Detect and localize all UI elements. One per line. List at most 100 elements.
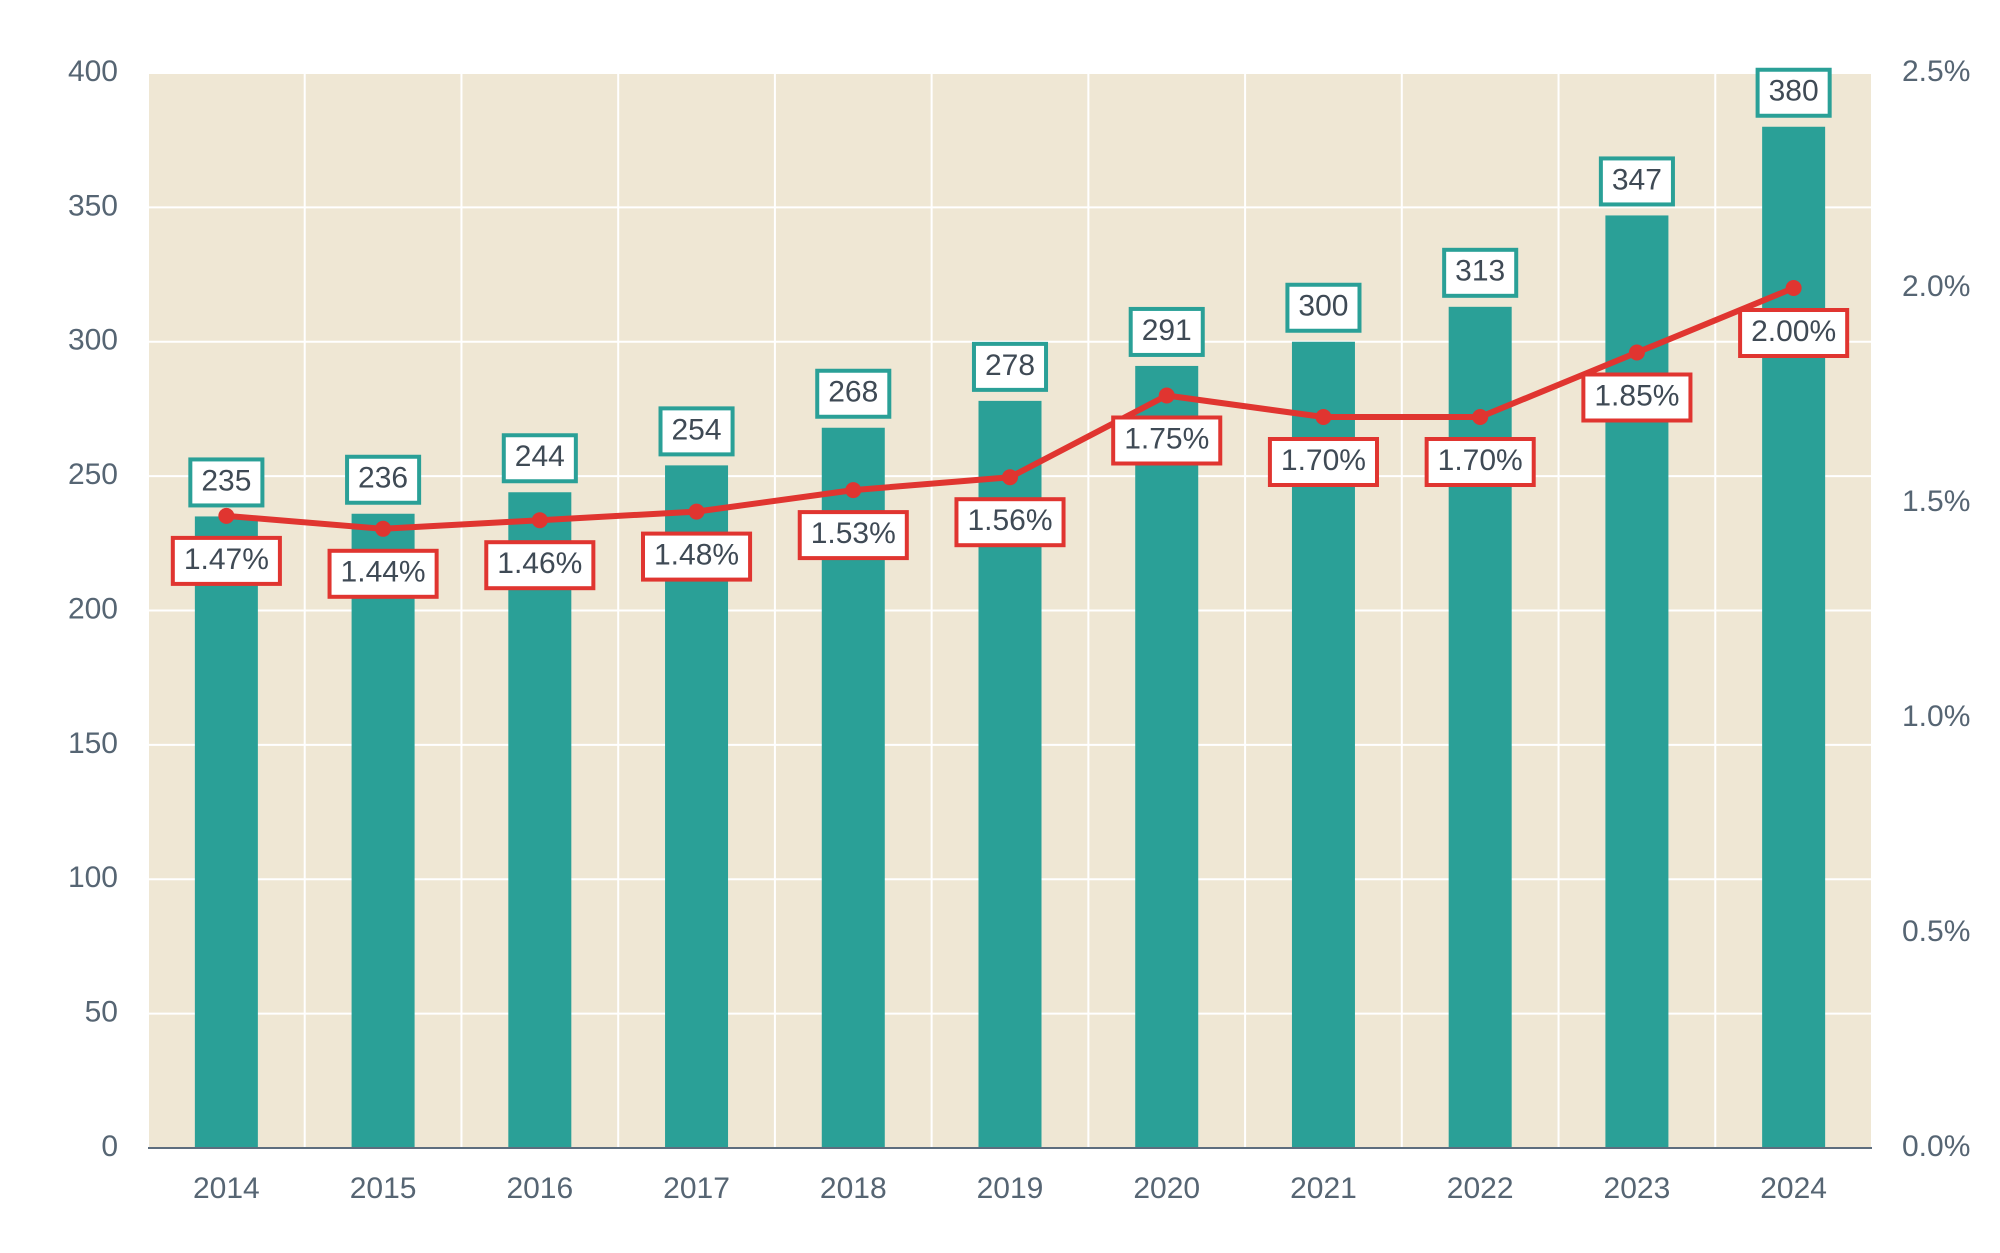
axes: 0 50 100 150 200 250 300 350 400 0.0% 0.5% 1.0% 1.5%… <box>68 55 1970 1205</box>
line-value-text: 1.70% <box>1438 444 1523 477</box>
bar-value-label: 300 <box>1285 282 1362 333</box>
x-axis-tick-label: 2018 <box>820 1172 887 1205</box>
bar-value-label: 236 <box>345 454 422 505</box>
line-value-box <box>1424 437 1536 487</box>
x-axis-tick-label: 2022 <box>1447 1172 1514 1205</box>
bar-value-box <box>345 454 422 505</box>
line-value-text: 1.44% <box>341 556 426 589</box>
x-axis-tick-label: 2016 <box>506 1172 573 1205</box>
line-point <box>1628 344 1645 361</box>
bar-value-text: 268 <box>828 376 878 409</box>
bar <box>1135 365 1199 1148</box>
line-point <box>845 482 862 499</box>
line-point <box>218 507 235 524</box>
bar-value-box <box>1755 67 1832 118</box>
y-axis-tick-label: 400 <box>68 55 118 88</box>
line-point <box>1472 409 1489 425</box>
line-point <box>1158 387 1175 404</box>
x-axis-tick-label: 2014 <box>193 1172 260 1205</box>
line-value-box <box>327 548 439 599</box>
line-value-box <box>1267 437 1379 487</box>
line-value-text: 1.47% <box>184 543 269 576</box>
x-axis-tick-label: 2024 <box>1760 1172 1827 1205</box>
bar-value-label: 235 <box>188 457 265 508</box>
y2-axis-tick-label: 1.5% <box>1902 485 1970 518</box>
line-value-box <box>1738 308 1850 358</box>
line-value-box <box>641 531 753 582</box>
x-axis-tick-label: 2020 <box>1133 1172 1200 1205</box>
line-value-text: 1.53% <box>811 517 896 550</box>
bar-value-box <box>1128 306 1205 357</box>
bar-series <box>194 126 1826 1148</box>
line-value-box <box>170 535 282 586</box>
line-point <box>375 520 392 537</box>
bar-value-label: 268 <box>815 368 892 419</box>
bar <box>1605 215 1669 1148</box>
line-value-label: 1.53% <box>797 510 909 561</box>
line-point <box>1315 409 1332 425</box>
bar <box>1448 306 1512 1148</box>
y-axis-tick-label: 350 <box>68 189 118 222</box>
bar-value-text: 291 <box>1142 314 1192 347</box>
line-value-label: 1.85% <box>1581 372 1693 423</box>
line-value-box <box>797 510 909 561</box>
bar-value-box <box>1285 282 1362 333</box>
bar-value-box <box>188 457 265 508</box>
line-value-label: 1.70% <box>1267 437 1379 487</box>
line-value-label: 1.75% <box>1111 415 1223 466</box>
y-axis-tick-label: 100 <box>68 861 118 894</box>
bar-value-text: 313 <box>1455 255 1505 288</box>
y2-axis-tick-label: 0.5% <box>1902 915 1970 948</box>
x-axis-tick-label: 2023 <box>1604 1172 1671 1205</box>
line-value-label: 1.44% <box>327 548 439 599</box>
bar-value-text: 244 <box>515 440 565 473</box>
line-value-label: 1.56% <box>954 497 1066 548</box>
bar <box>351 513 415 1148</box>
x-axis-tick-label: 2017 <box>663 1172 730 1205</box>
bar-value-text: 278 <box>985 349 1035 382</box>
bar-value-box <box>658 406 735 457</box>
bar-value-label: 278 <box>971 341 1049 392</box>
line-value-text: 1.48% <box>654 539 739 572</box>
y-axis-tick-label: 50 <box>85 996 118 1029</box>
bar-value-text: 380 <box>1769 75 1819 108</box>
bar-value-text: 300 <box>1298 290 1348 323</box>
bar-value-label: 313 <box>1442 247 1519 298</box>
bar <box>508 492 572 1148</box>
line-value-label: 1.70% <box>1424 437 1536 487</box>
line-data-labels: 1.47% 1.44% 1.46% 1.48% 1.53% 1.56% 1.75% 1.70%… <box>170 308 1850 599</box>
line-point <box>531 512 548 529</box>
bar-value-text: 235 <box>201 464 251 497</box>
bar-value-box <box>1598 156 1675 207</box>
line-value-label: 1.46% <box>484 540 596 591</box>
line-point <box>1002 469 1018 486</box>
bar-value-box <box>1442 247 1519 298</box>
y2-axis-tick-label: 2.5% <box>1902 55 1970 88</box>
bar-value-text: 347 <box>1612 163 1662 196</box>
bar-value-box <box>971 341 1049 392</box>
y2-axis-tick-label: 2.0% <box>1902 270 1970 303</box>
bar-value-label: 291 <box>1128 306 1205 357</box>
y-axis-tick-label: 300 <box>68 324 118 357</box>
line-value-text: 1.70% <box>1281 444 1366 477</box>
line-value-text: 1.56% <box>967 504 1052 537</box>
bar-value-label: 380 <box>1755 67 1832 118</box>
y-axis-tick-label: 150 <box>68 727 118 760</box>
y2-axis-tick-label: 0.0% <box>1902 1130 1970 1163</box>
bar-value-label: 244 <box>501 433 578 484</box>
grid-lines <box>147 72 1873 1149</box>
bar-value-text: 236 <box>358 462 408 495</box>
line-value-box <box>484 540 596 591</box>
x-axis-tick-label: 2021 <box>1290 1172 1357 1205</box>
x-axis-tick-label: 2015 <box>350 1172 417 1205</box>
bar-value-label: 347 <box>1598 156 1675 207</box>
bar-data-labels: 235 236 244 254 268 278 291 300 313 347 380 <box>188 67 1832 508</box>
line-point <box>1785 280 1802 296</box>
y-axis-tick-label: 0 <box>101 1130 118 1163</box>
bar-value-text: 254 <box>672 413 722 446</box>
line-value-label: 2.00% <box>1738 308 1850 358</box>
y2-axis-tick-label: 1.0% <box>1902 700 1970 733</box>
line-series <box>218 280 1802 537</box>
bar-value-box <box>501 433 578 484</box>
